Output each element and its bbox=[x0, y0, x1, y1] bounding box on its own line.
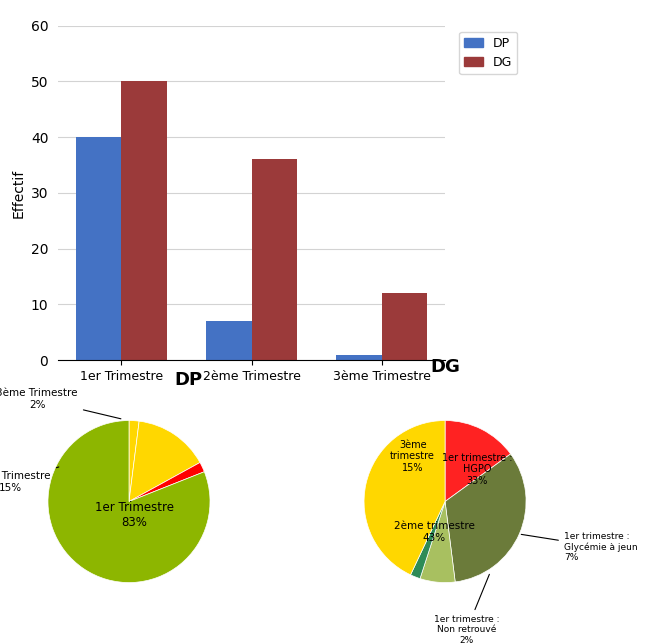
Text: 1er trimestre :
HGPO
33%: 1er trimestre : HGPO 33% bbox=[442, 453, 513, 485]
Wedge shape bbox=[420, 502, 455, 583]
Wedge shape bbox=[364, 421, 445, 575]
Wedge shape bbox=[445, 454, 526, 582]
Text: 3ème
trimestre
15%: 3ème trimestre 15% bbox=[390, 440, 435, 473]
Bar bbox=[382, 293, 428, 360]
Wedge shape bbox=[445, 421, 511, 502]
Text: 1er trimestre :
Glycémie à jeun
7%: 1er trimestre : Glycémie à jeun 7% bbox=[521, 532, 637, 562]
Wedge shape bbox=[48, 421, 210, 583]
Text: 1er Trimestre
83%: 1er Trimestre 83% bbox=[95, 500, 174, 529]
Text: 3ème Trimestre
2%: 3ème Trimestre 2% bbox=[0, 388, 121, 419]
Legend: DP, DG: DP, DG bbox=[459, 32, 517, 74]
Bar bbox=[336, 354, 382, 360]
Bar bbox=[121, 82, 167, 360]
Bar bbox=[206, 321, 252, 360]
Y-axis label: Effectif: Effectif bbox=[11, 168, 25, 217]
Bar bbox=[252, 159, 297, 360]
Wedge shape bbox=[129, 421, 200, 502]
Title: DG: DG bbox=[430, 358, 460, 376]
Text: 1er trimestre :
Non retrouvé
2%: 1er trimestre : Non retrouvé 2% bbox=[434, 574, 499, 643]
Text: 2ème Trimestre
15%: 2ème Trimestre 15% bbox=[0, 467, 59, 493]
Text: 2ème trimestre
43%: 2ème trimestre 43% bbox=[394, 521, 475, 543]
Wedge shape bbox=[129, 421, 139, 502]
Wedge shape bbox=[411, 502, 445, 579]
Bar bbox=[75, 137, 121, 360]
Title: DP: DP bbox=[174, 371, 203, 389]
Wedge shape bbox=[129, 462, 204, 502]
